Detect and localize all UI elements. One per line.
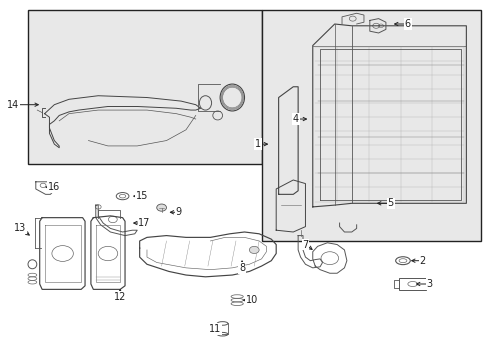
Text: 2: 2 — [419, 256, 425, 266]
Circle shape — [249, 246, 259, 253]
Text: 8: 8 — [239, 263, 244, 273]
Text: 17: 17 — [138, 218, 150, 228]
Bar — [261, 10, 480, 241]
Text: 13: 13 — [14, 224, 26, 233]
Text: 11: 11 — [209, 324, 221, 334]
Text: 7: 7 — [302, 239, 308, 249]
Circle shape — [157, 204, 166, 211]
Text: 10: 10 — [245, 295, 257, 305]
Text: 15: 15 — [136, 191, 148, 201]
Text: 5: 5 — [387, 198, 393, 208]
Text: 3: 3 — [426, 279, 432, 289]
Text: 12: 12 — [114, 292, 126, 302]
Text: 9: 9 — [175, 207, 182, 217]
Text: 1: 1 — [255, 139, 261, 149]
Text: 4: 4 — [292, 114, 298, 124]
Text: 14: 14 — [7, 100, 19, 110]
Text: 6: 6 — [404, 19, 410, 29]
Bar — [27, 10, 261, 164]
Bar — [398, 278, 426, 291]
Text: 16: 16 — [48, 182, 61, 192]
